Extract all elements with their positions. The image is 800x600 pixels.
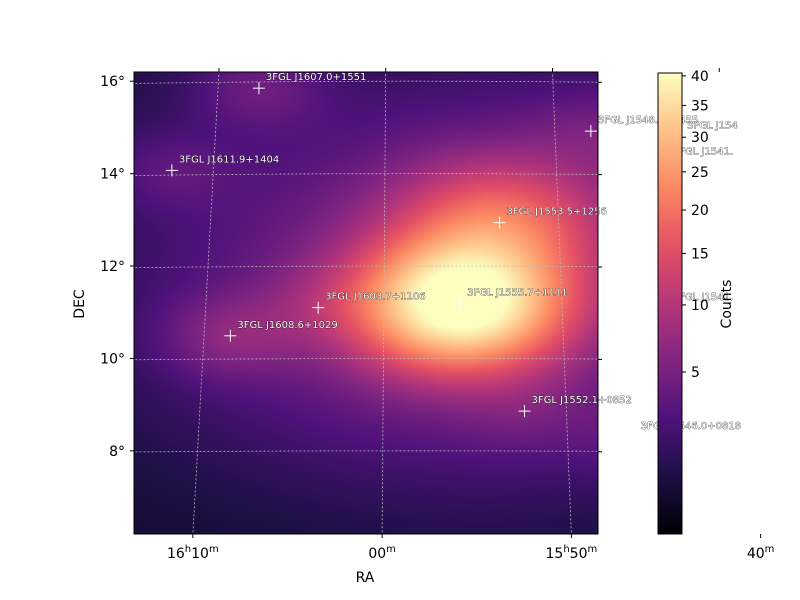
ra-tick-label: 16h10m xyxy=(167,544,219,562)
source-marker xyxy=(224,329,237,342)
dec-gridline xyxy=(134,265,598,269)
source-label: 3FGL J154 xyxy=(687,121,738,132)
source-marker xyxy=(518,405,531,418)
source-marker xyxy=(252,82,265,95)
source-label: 3FGL J1541. xyxy=(673,292,733,303)
colorbar-tick-label: 20 xyxy=(691,203,709,219)
colorbar-label: Counts xyxy=(719,280,735,329)
colorbar-tick-label: 30 xyxy=(691,130,709,146)
source-label: 3FGL J1553.5+1256 xyxy=(506,207,606,218)
plot-frame xyxy=(133,71,599,535)
colorbar-ticks: 5 10 15 20 25 30 35 40 xyxy=(682,69,709,381)
x-axis-label: RA xyxy=(356,570,375,586)
ra-gridline xyxy=(381,72,387,534)
ra-tick-label: 40m xyxy=(747,544,775,562)
dec-gridline xyxy=(134,358,598,361)
source-label: 3FGL J1548.4+1455 xyxy=(598,115,698,126)
colorbar-tick-label: 35 xyxy=(691,98,709,114)
colorbar-tick-label: 5 xyxy=(691,365,700,381)
dec-gridline xyxy=(134,173,598,177)
ra-gridline xyxy=(192,72,220,534)
colorbar-tick-label: 15 xyxy=(691,246,709,262)
source-marker xyxy=(165,164,178,177)
colorbar: 5 10 15 20 25 30 35 40 Counts xyxy=(657,69,735,535)
dec-tick-label: 12° xyxy=(100,259,125,275)
dec-tick-label: 8° xyxy=(109,444,125,460)
dec-tick-label: 16° xyxy=(100,74,125,90)
source-label: 3FGL J1607.0+1551 xyxy=(266,72,366,83)
dec-tick-label: 14° xyxy=(100,167,125,183)
source-marker xyxy=(628,431,640,443)
source-marker xyxy=(454,297,467,310)
source-label: 3FGL J1608.6+1029 xyxy=(237,320,337,331)
source-markers xyxy=(165,82,640,443)
source-label: 3FGL J1552.1+0852 xyxy=(531,395,631,406)
axis-ticks: 8° 10° 12° 14° 16° 16h10m 00m 15h50m 40m xyxy=(100,68,774,562)
source-marker xyxy=(584,125,597,138)
ra-gridline xyxy=(552,72,572,534)
source-label: 3FGL J1546.0+0818 xyxy=(641,421,741,432)
colorbar-tick-label: 40 xyxy=(691,69,709,85)
y-axis-label: DEC xyxy=(72,289,88,319)
source-marker xyxy=(312,301,325,314)
colorbar-gradient xyxy=(657,72,683,535)
ra-tick-label: 15h50m xyxy=(546,544,598,562)
source-label: 3FGL J1611.9+1404 xyxy=(179,154,279,165)
colorbar-tick-label: 25 xyxy=(691,165,709,181)
colorbar-tick-label: 10 xyxy=(691,298,709,314)
coordinate-grid xyxy=(134,72,598,534)
dec-gridline xyxy=(134,80,598,84)
source-label: 3FGL J1603.7+1106 xyxy=(325,292,425,303)
ra-tick-label: 00m xyxy=(368,544,396,562)
source-marker xyxy=(493,216,506,229)
source-label: 3FGL J1541. xyxy=(673,147,733,158)
dec-tick-label: 10° xyxy=(100,351,125,367)
source-label: 3FGL J1555.7+1111 xyxy=(467,287,567,298)
